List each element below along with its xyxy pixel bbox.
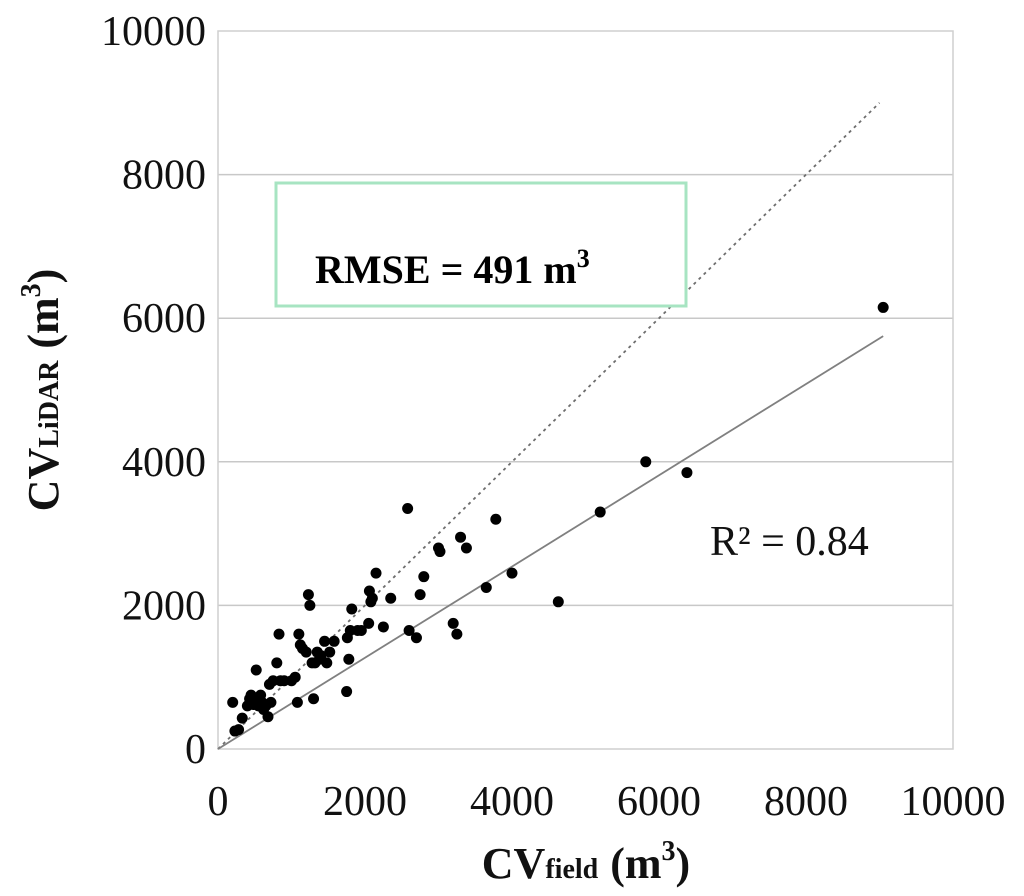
- data-point: [346, 603, 358, 615]
- x-tick-label: 4000: [470, 779, 554, 825]
- axis-ticks: 0 2000 4000 6000 8000 10000 0 2000 4000 6000 8000 1…: [101, 9, 1006, 825]
- data-point: [355, 625, 367, 637]
- y-axis-title: CVLiDAR(m3): [16, 269, 68, 512]
- data-point: [402, 502, 414, 514]
- data-point: [319, 635, 331, 647]
- data-point: [271, 657, 283, 669]
- y-tick-label: 6000: [122, 296, 206, 342]
- data-point: [370, 567, 382, 579]
- grid-lines: [218, 173, 953, 607]
- y-tick-label: 2000: [122, 583, 206, 629]
- data-point: [447, 617, 459, 629]
- x-tick-label: 2000: [323, 779, 407, 825]
- data-point: [418, 571, 430, 583]
- data-point: [233, 724, 245, 736]
- data-point: [304, 599, 316, 611]
- data-point: [434, 546, 446, 558]
- data-point: [460, 542, 472, 554]
- x-axis-title: CVfield (m3): [482, 836, 690, 888]
- data-point: [506, 567, 518, 579]
- data-point: [289, 671, 301, 683]
- y-tick-label: 4000: [122, 440, 206, 486]
- data-point: [681, 467, 693, 479]
- data-point: [227, 696, 239, 708]
- r2-annotation: R² = 0.84: [710, 519, 869, 565]
- y-tick-label: 8000: [122, 153, 206, 199]
- data-point: [480, 581, 492, 593]
- data-point: [324, 646, 336, 658]
- x-tick-label: 8000: [764, 779, 848, 825]
- data-point: [640, 456, 652, 468]
- data-point: [236, 712, 248, 724]
- data-point: [262, 711, 274, 723]
- data-point: [265, 696, 277, 708]
- data-point: [273, 628, 285, 640]
- data-point: [490, 513, 502, 525]
- plot-frame: [217, 30, 954, 750]
- data-point: [594, 506, 606, 518]
- y-tick-label: 0: [185, 727, 206, 773]
- data-point: [877, 301, 889, 313]
- data-point: [341, 686, 353, 698]
- data-point: [552, 596, 564, 608]
- x-tick-label: 10000: [901, 779, 1006, 825]
- data-point: [403, 625, 415, 637]
- data-point: [302, 589, 314, 601]
- data-point: [291, 696, 303, 708]
- data-point: [385, 592, 397, 604]
- rmse-sup: 3: [577, 244, 590, 273]
- regression-line: [217, 335, 884, 750]
- rmse-box: [274, 181, 688, 308]
- data-point: [414, 589, 426, 601]
- y-tick-label: 10000: [101, 9, 206, 55]
- data-point: [293, 628, 305, 640]
- data-point: [328, 635, 340, 647]
- data-point: [321, 657, 333, 669]
- rmse-annotation: RMSE = 491 m3: [315, 244, 590, 292]
- data-point: [363, 617, 375, 629]
- x-tick-label: 0: [208, 779, 229, 825]
- data-point: [300, 646, 312, 658]
- data-point: [250, 664, 262, 676]
- data-point: [451, 628, 463, 640]
- data-points: [227, 301, 889, 737]
- x-tick-label: 6000: [617, 779, 701, 825]
- data-point: [308, 693, 320, 705]
- data-point: [377, 621, 389, 633]
- data-point: [366, 592, 378, 604]
- data-point: [410, 632, 422, 644]
- data-point: [455, 531, 467, 543]
- data-point: [343, 653, 355, 665]
